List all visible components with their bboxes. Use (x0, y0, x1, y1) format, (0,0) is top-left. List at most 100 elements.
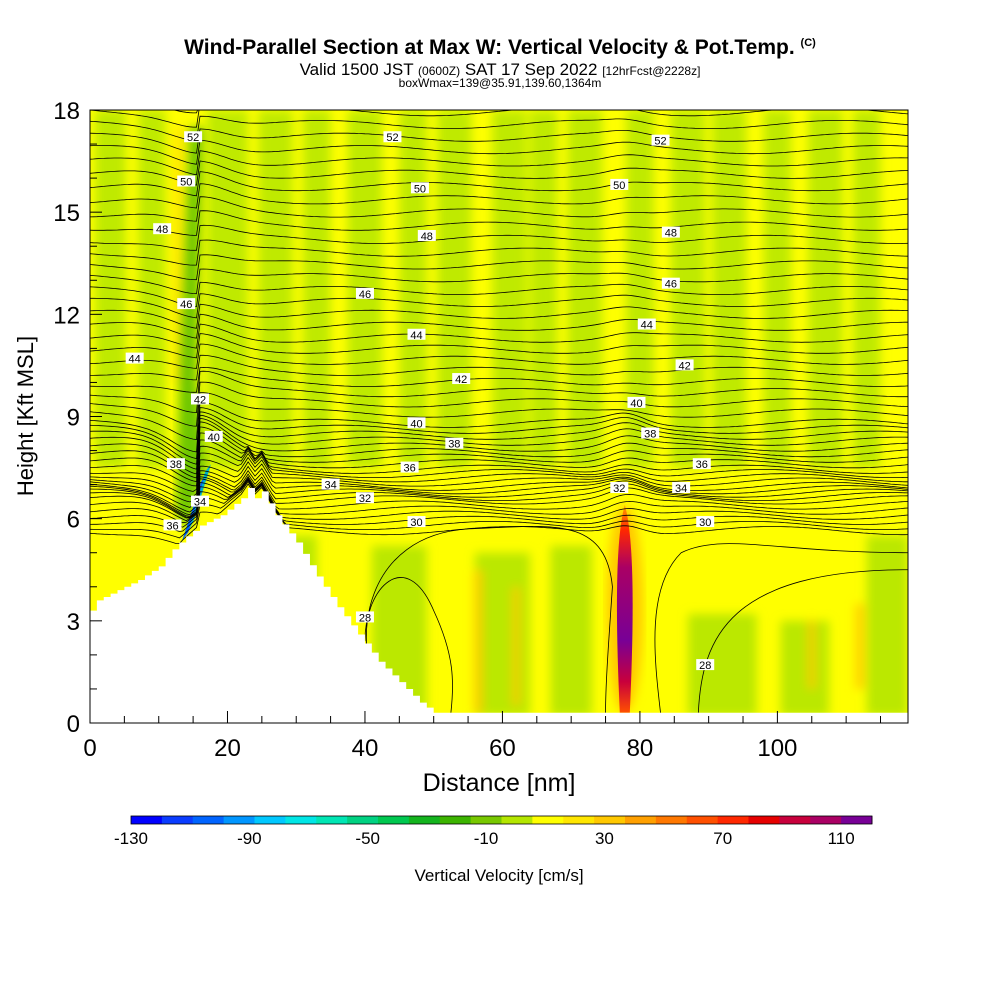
contour-label-text: 42 (678, 360, 690, 372)
colorbar-swatch (439, 816, 472, 824)
contour-label-bg (177, 175, 196, 187)
contour-label-bg (627, 396, 646, 408)
contour-label: 52 (651, 134, 670, 148)
subsidence-band (866, 535, 908, 717)
theta-contour-line (90, 417, 908, 475)
theta-contour-line (90, 354, 908, 381)
contour-label-bg (190, 495, 209, 507)
theta-contour-line (90, 196, 908, 222)
theta-contour-line (90, 150, 908, 176)
colorbar-tick-label: 110 (828, 829, 855, 848)
theta-contour-line (90, 461, 908, 513)
contour-label-bg (445, 437, 464, 449)
terrain-profile (90, 488, 915, 723)
theta-contours (90, 110, 908, 713)
contour-label: 44 (637, 318, 656, 332)
theta-contour-line (90, 160, 908, 186)
theta-contour-line (90, 478, 908, 528)
subsidence-band (808, 110, 843, 468)
contour-label-bg (696, 516, 715, 528)
contour-label-text: 50 (613, 180, 625, 192)
colorbar-label: Vertical Velocity [cm/s] (414, 866, 583, 885)
subsidence-band (780, 620, 829, 717)
contour-label: 52 (184, 131, 203, 144)
contour-label-text: 48 (156, 224, 168, 236)
theta-contour-line (90, 473, 908, 518)
contour-label-text: 32 (613, 483, 625, 495)
contour-label: 28 (355, 611, 374, 624)
contour-label-text: 40 (630, 398, 642, 410)
y-tick-label: 15 (53, 200, 80, 227)
subsidence-band (138, 110, 166, 468)
colorbar: -130 -90 -50 -10 30 70 110 (114, 815, 873, 848)
contour-label-bg (610, 178, 629, 190)
contour-label-bg (672, 482, 691, 494)
contour-label: 46 (177, 298, 196, 311)
contour-label-text: 34 (194, 497, 206, 509)
y-tick-label: 6 (67, 507, 80, 534)
contour-label-bg (153, 223, 172, 235)
contour-label: 52 (383, 131, 402, 144)
theta-contour-line (90, 478, 908, 524)
theta-contour-30 (654, 543, 908, 713)
y-tick-label: 9 (67, 405, 80, 432)
contour-label-text: 30 (410, 517, 422, 529)
contour-label-bg (166, 458, 185, 470)
colorbar-tick-label: -10 (474, 829, 499, 848)
colorbar-swatch (655, 816, 688, 824)
contour-label: 38 (445, 437, 464, 451)
contour-label-bg (675, 359, 694, 371)
contour-label: 50 (177, 175, 196, 189)
contour-label-bg (637, 318, 656, 330)
contour-label: 30 (696, 516, 715, 529)
field-bands (95, 110, 908, 717)
contour-label-text: 44 (129, 354, 141, 366)
x-tick-label: 80 (627, 735, 654, 762)
contour-label-text: 40 (410, 418, 422, 430)
contour-label: 46 (661, 277, 680, 291)
colorbar-swatch (532, 816, 564, 824)
theta-contour-line (90, 366, 908, 393)
contour-label: 46 (355, 287, 374, 301)
colorbar-frame (130, 815, 873, 825)
theta-contour-line (90, 402, 908, 453)
contour-label-text: 34 (324, 480, 336, 492)
contour-label: 42 (675, 359, 694, 372)
contour-label-text: 46 (180, 299, 192, 311)
theta-contour-line (90, 479, 908, 532)
colorbar-swatch (223, 816, 255, 824)
contour-label-text: 38 (170, 459, 182, 471)
colorbar-swatch (748, 816, 780, 824)
contour-label-text: 28 (359, 612, 371, 624)
colorbar-swatch (254, 816, 286, 824)
contour-label: 40 (407, 417, 426, 430)
colorbar-swatch (316, 816, 348, 824)
y-tick-label: 12 (53, 302, 80, 329)
contour-label: 48 (153, 223, 172, 236)
colorbar-swatch (408, 816, 441, 824)
contour-label-text: 52 (386, 132, 398, 144)
contour-label-bg (383, 131, 402, 143)
colorbar-swatch (594, 816, 626, 824)
contour-label: 38 (166, 458, 185, 471)
contour-label-text: 48 (421, 231, 433, 243)
colorbar-swatch (841, 816, 873, 824)
contour-label: 32 (355, 492, 374, 505)
contour-label-text: 38 (448, 439, 460, 451)
theta-contour-line (90, 281, 908, 308)
copyright-mark: (C) (800, 37, 816, 49)
contour-label-bg (321, 478, 340, 490)
contour-label-bg (184, 131, 203, 143)
contour-label-bg (355, 611, 374, 623)
colorbar-tick-label: -50 (355, 829, 380, 848)
colorbar-tick-label: 70 (713, 829, 732, 848)
contour-label: 30 (407, 516, 426, 529)
theta-contour-line (90, 343, 908, 369)
colorbar-tick-label: -130 (114, 829, 148, 848)
contour-label-bg (204, 430, 223, 442)
contour-label: 42 (190, 393, 209, 406)
contour-label-text: 52 (654, 136, 666, 148)
theta-contour-line (90, 439, 908, 492)
subsidence-band (303, 110, 331, 468)
colorbar-swatch (285, 816, 317, 824)
